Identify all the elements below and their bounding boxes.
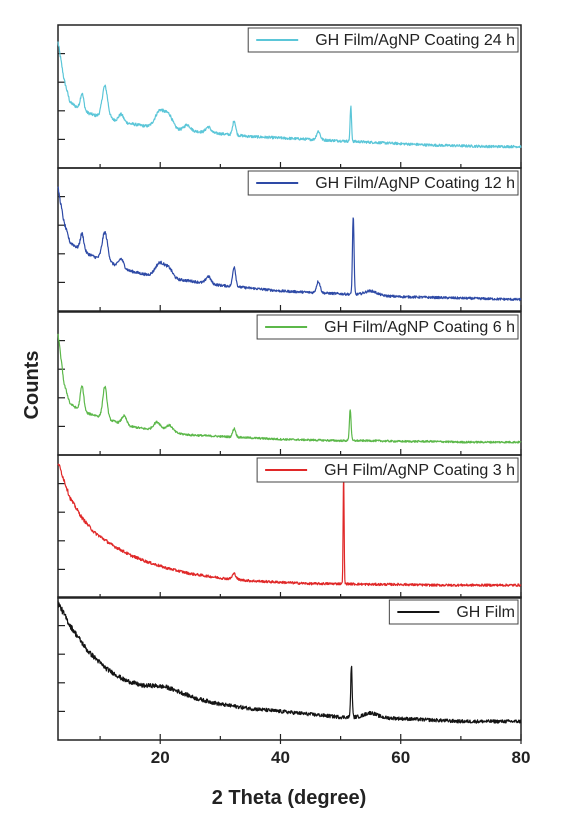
- x-axis: 20 40 60 80: [151, 740, 531, 767]
- x-tick-label: 20: [151, 748, 170, 767]
- legend: GH Film/AgNP Coating 24 h: [247, 27, 519, 53]
- panel-frame: [57, 167, 522, 312]
- panel-frame: [57, 596, 522, 741]
- x-tick-label: 80: [512, 748, 531, 767]
- series-line: [57, 41, 522, 149]
- x-axis-label: 2 Theta (degree): [212, 787, 366, 809]
- legend-label: GH Film/AgNP Coating 3 h: [324, 462, 515, 479]
- legend-label: GH Film/AgNP Coating 24 h: [315, 32, 515, 49]
- legend: GH Film: [388, 599, 519, 625]
- y-axis-label: Counts: [21, 351, 43, 420]
- series-line: [57, 463, 522, 587]
- legend: GH Film/AgNP Coating 12 h: [247, 170, 519, 196]
- panel-2: GH Film/AgNP Coating 12 h: [57, 167, 522, 312]
- legend-label: GH Film: [456, 604, 515, 621]
- panel-frame: [57, 454, 522, 599]
- panel-5: GH Film: [57, 596, 522, 741]
- legend: GH Film/AgNP Coating 3 h: [256, 457, 519, 483]
- legend: GH Film/AgNP Coating 6 h: [256, 314, 519, 340]
- panel-1: GH Film/AgNP Coating 24 h: [57, 24, 522, 169]
- legend-label: GH Film/AgNP Coating 6 h: [324, 319, 515, 336]
- x-tick-label: 40: [271, 748, 290, 767]
- series-line: [57, 333, 522, 444]
- x-tick-label: 60: [391, 748, 410, 767]
- legend-label: GH Film/AgNP Coating 12 h: [315, 175, 515, 192]
- series-line: [57, 186, 522, 302]
- panel-3: GH Film/AgNP Coating 6 h: [57, 311, 522, 456]
- panels-layer: GH Film/AgNP Coating 24 h GH Film/AgNP Co…: [57, 24, 522, 741]
- series-line: [57, 600, 522, 724]
- panel-4: GH Film/AgNP Coating 3 h: [57, 454, 522, 599]
